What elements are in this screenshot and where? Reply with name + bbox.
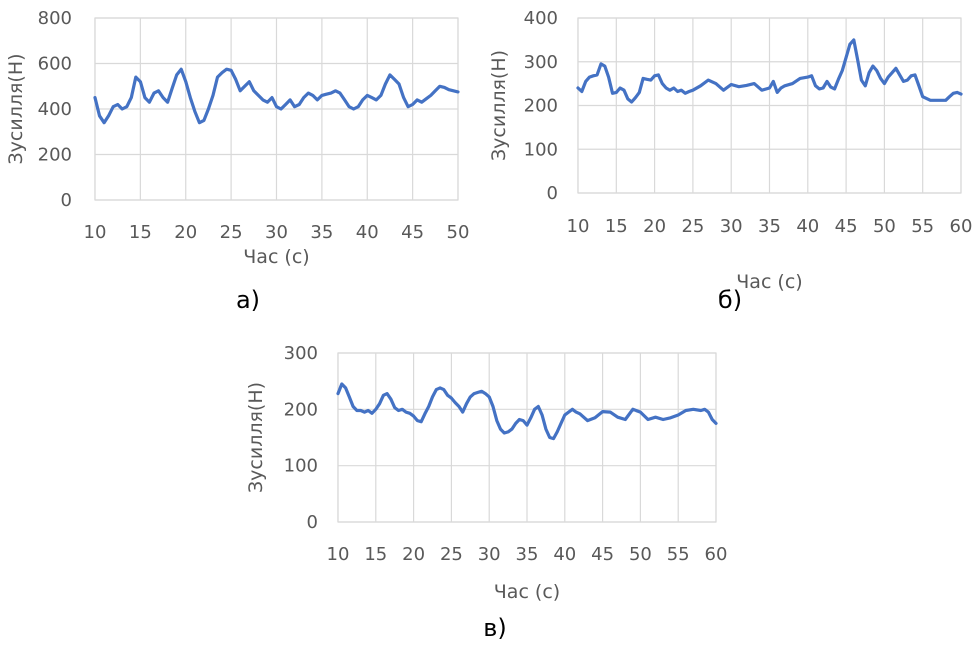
x-axis-title: Час (с) <box>736 271 802 293</box>
x-tick-label: 25 <box>220 222 243 243</box>
x-tick-label: 15 <box>364 544 387 565</box>
y-tick-label: 100 <box>284 456 318 477</box>
x-tick-label: 15 <box>605 216 628 237</box>
x-tick-label: 15 <box>129 222 152 243</box>
x-tick-label: 35 <box>516 544 539 565</box>
x-tick-label: 45 <box>401 222 424 243</box>
x-axis-title: Час (с) <box>494 581 560 603</box>
y-tick-label: 200 <box>284 399 318 420</box>
x-tick-label: 45 <box>835 216 858 237</box>
x-tick-label: 40 <box>553 544 576 565</box>
y-tick-label: 0 <box>307 512 318 533</box>
y-tick-label: 0 <box>61 190 72 211</box>
x-tick-label: 20 <box>643 216 666 237</box>
y-tick-label: 100 <box>524 139 558 160</box>
x-tick-label: 10 <box>84 222 107 243</box>
plot-area-frame <box>577 17 962 194</box>
y-tick-label: 300 <box>284 343 318 364</box>
y-tick-label: 800 <box>38 8 72 29</box>
x-tick-label: 60 <box>705 544 728 565</box>
y-tick-label: 400 <box>38 99 72 120</box>
x-tick-label: 35 <box>310 222 333 243</box>
x-tick-label: 25 <box>681 216 704 237</box>
x-tick-label: 50 <box>447 222 470 243</box>
panel-label: в) <box>483 614 507 642</box>
series-line <box>336 382 718 441</box>
x-tick-label: 25 <box>440 544 463 565</box>
x-tick-label: 35 <box>758 216 781 237</box>
x-tick-label: 10 <box>327 544 350 565</box>
x-tick-label: 50 <box>629 544 652 565</box>
x-tick-label: 40 <box>796 216 819 237</box>
series-line <box>93 67 460 125</box>
plot-area-frame <box>337 352 717 523</box>
y-tick-label: 0 <box>547 183 558 204</box>
y-axis-title: Зусилля(Н) <box>245 382 267 493</box>
x-tick-label: 30 <box>265 222 288 243</box>
y-tick-label: 200 <box>38 145 72 166</box>
panel-label: б) <box>718 286 742 314</box>
x-tick-label: 55 <box>667 544 690 565</box>
y-axis-title: Зусилля(Н) <box>5 53 27 164</box>
x-tick-label: 60 <box>950 216 973 237</box>
chart-panel-1: 10 15 20 25 30 35 40 45 50 0 200 400 600 800 Час (с) Зу… <box>5 8 469 314</box>
x-tick-label: 20 <box>402 544 425 565</box>
x-tick-label: 45 <box>591 544 614 565</box>
plot-area-frame <box>94 17 459 201</box>
x-tick-label: 40 <box>356 222 379 243</box>
y-axis-title: Зусилля(Н) <box>488 50 510 161</box>
x-tick-label: 30 <box>720 216 743 237</box>
x-tick-label: 55 <box>911 216 934 237</box>
y-tick-label: 600 <box>38 54 72 75</box>
y-tick-label: 400 <box>524 8 558 29</box>
chart-panel-2: 10 15 20 25 30 35 40 45 50 55 60 0 100 200 300 400 Час (… <box>488 8 972 314</box>
series-line <box>576 38 963 104</box>
x-axis-title: Час (с) <box>243 246 309 268</box>
x-tick-label: 10 <box>567 216 590 237</box>
panel-label: а) <box>236 286 260 314</box>
x-tick-label: 30 <box>478 544 501 565</box>
x-tick-label: 20 <box>174 222 197 243</box>
y-tick-label: 200 <box>524 96 558 117</box>
y-tick-label: 300 <box>524 52 558 73</box>
x-tick-label: 50 <box>873 216 896 237</box>
chart-panel-3: 10 15 20 25 30 35 40 45 50 55 60 0 100 200 300 Час (с) З… <box>245 343 727 642</box>
